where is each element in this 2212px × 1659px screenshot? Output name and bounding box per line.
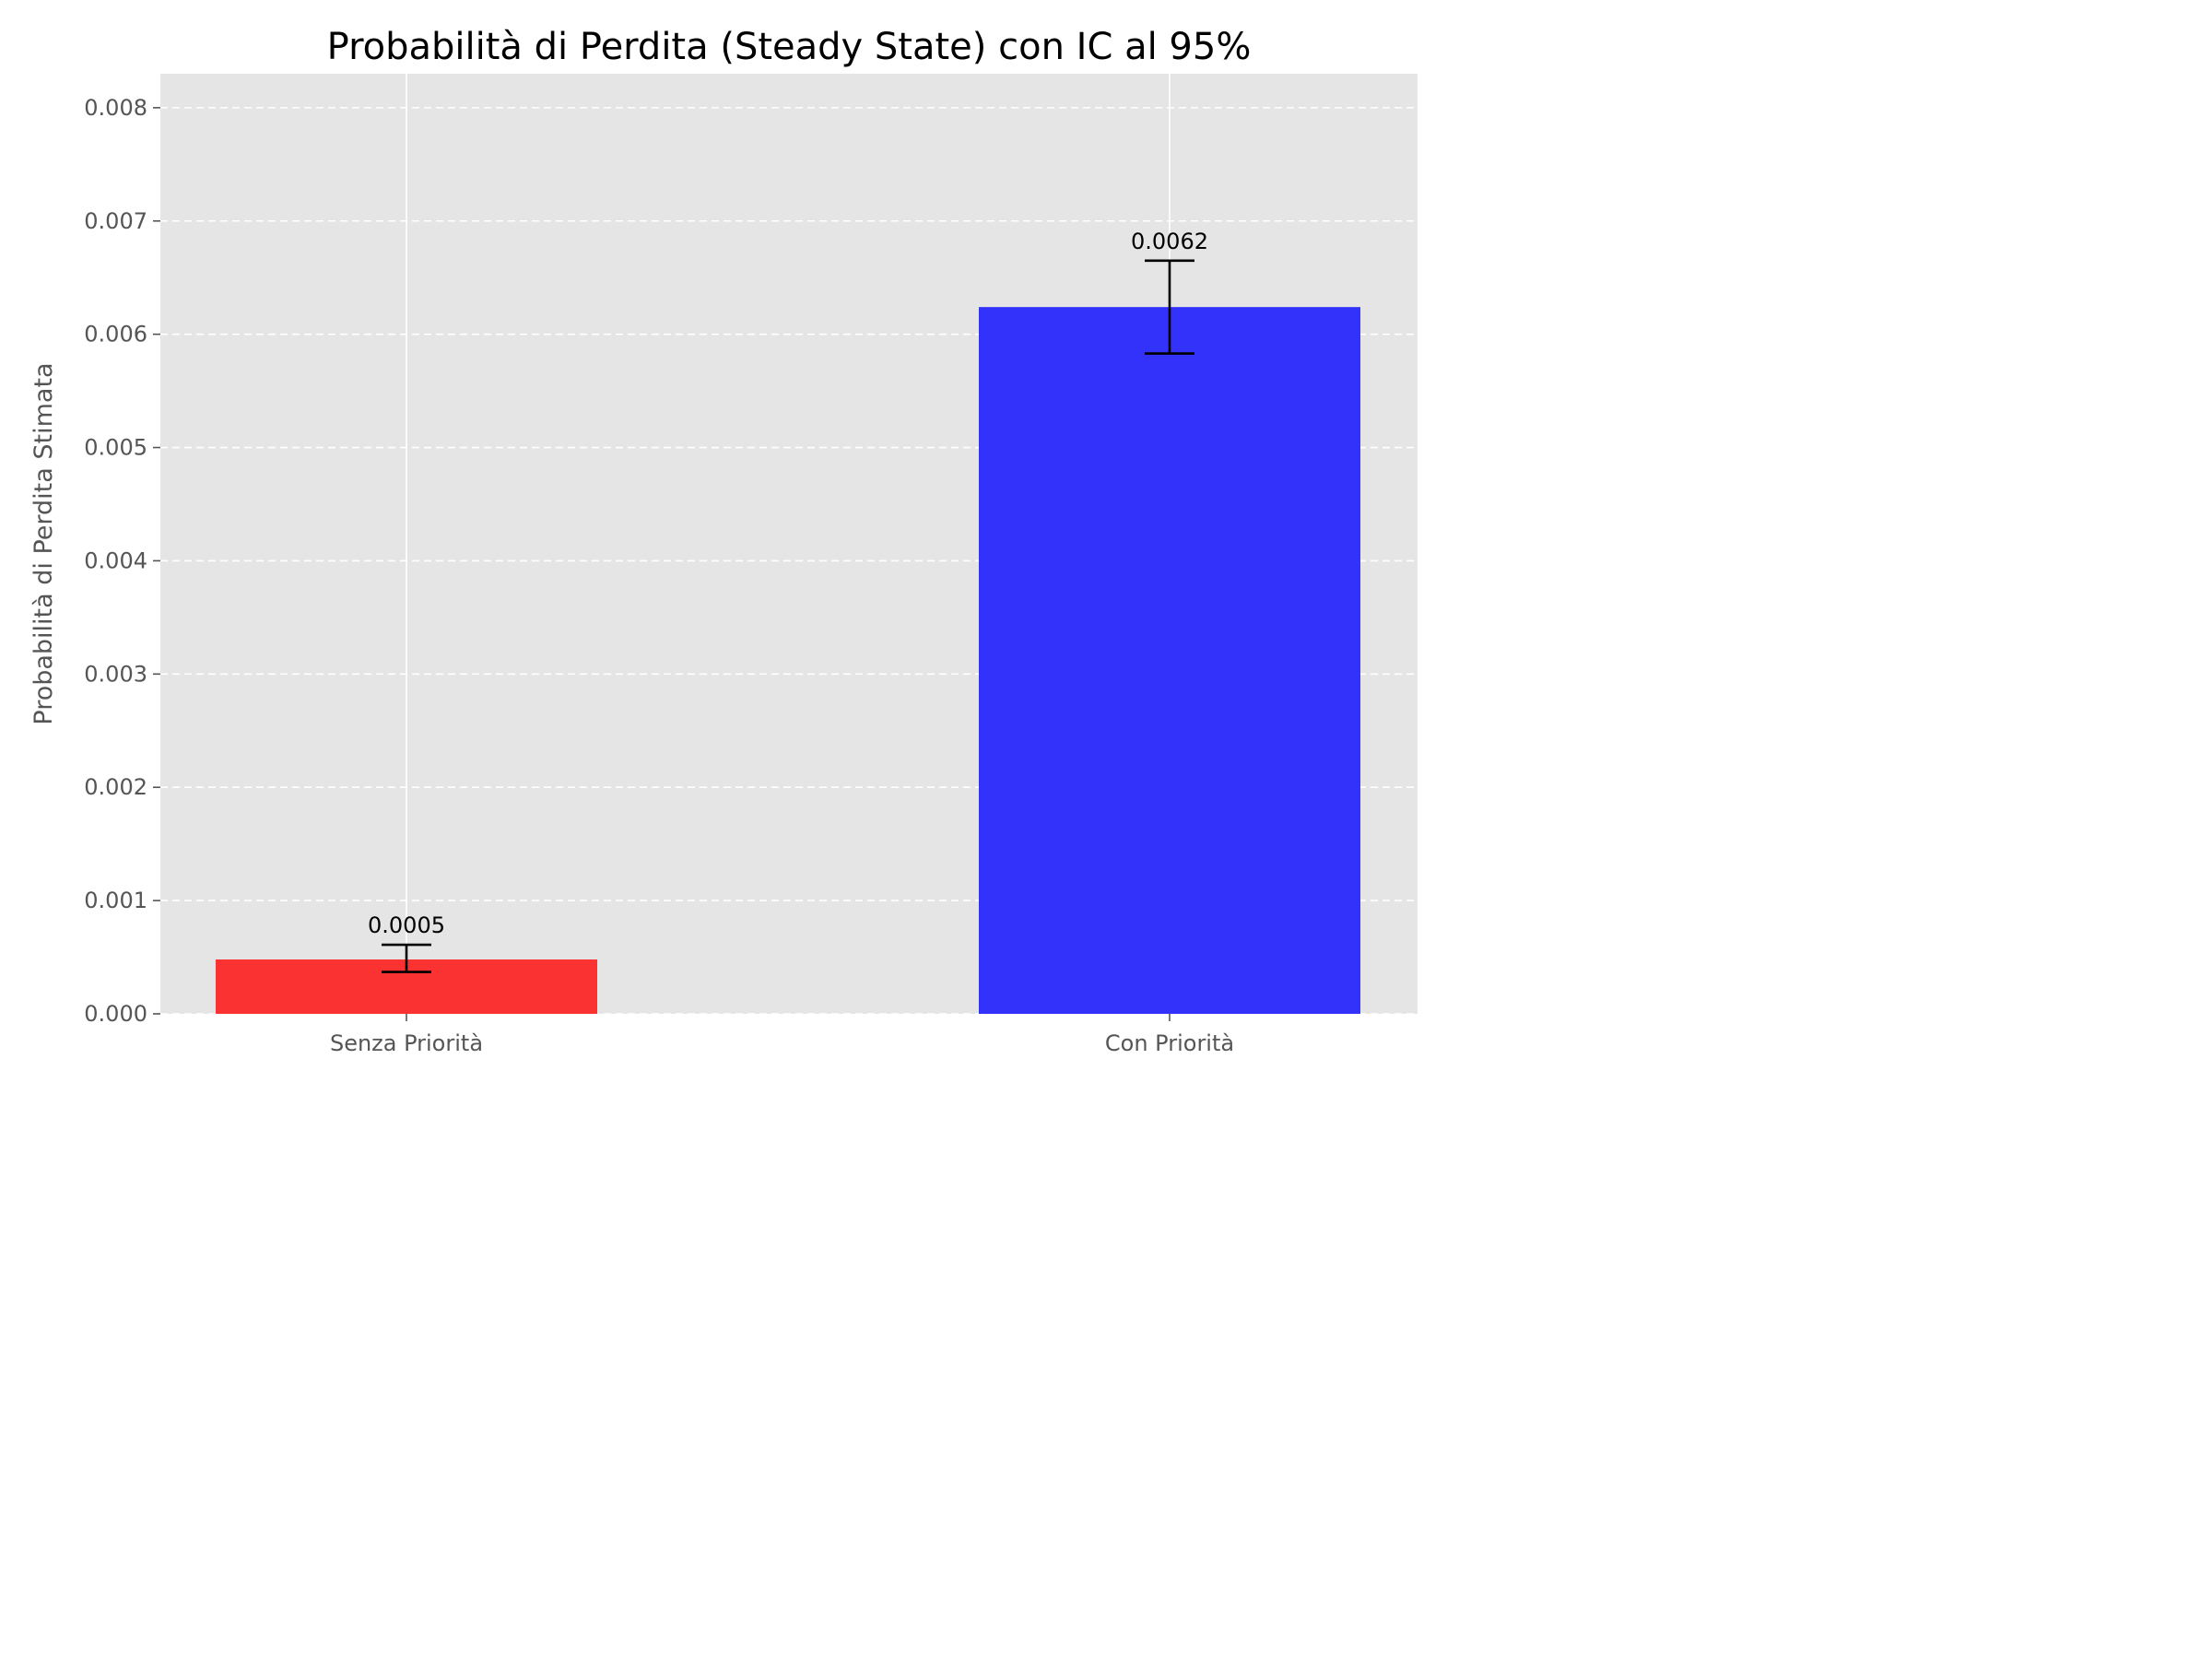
data-label: 0.0005	[368, 912, 445, 938]
y-tick-label: 0.004	[84, 547, 147, 573]
y-tick-label: 0.003	[84, 661, 147, 687]
y-tick-label: 0.008	[84, 95, 147, 121]
y-tick-label: 0.005	[84, 435, 147, 461]
y-tick-label: 0.001	[84, 888, 147, 913]
bar	[979, 307, 1360, 1014]
bar-chart: 0.0005 0.0062 0.000 0.001 0.002 0.003 0.004 0.…	[29, 26, 1418, 1056]
x-tick-label: Con Priorità	[1105, 1030, 1234, 1056]
y-tick-label: 0.000	[84, 1001, 147, 1027]
y-tick-label: 0.002	[84, 774, 147, 800]
y-axis-label: Probabilità di Perdita Stimata	[29, 362, 58, 724]
y-tick-label: 0.007	[84, 208, 147, 234]
x-tick-label: Senza Priorità	[330, 1030, 483, 1056]
chart-title: Probabilità di Perdita (Steady State) co…	[327, 26, 1252, 68]
y-tick-label: 0.006	[84, 322, 147, 347]
data-label: 0.0062	[1131, 229, 1208, 254]
